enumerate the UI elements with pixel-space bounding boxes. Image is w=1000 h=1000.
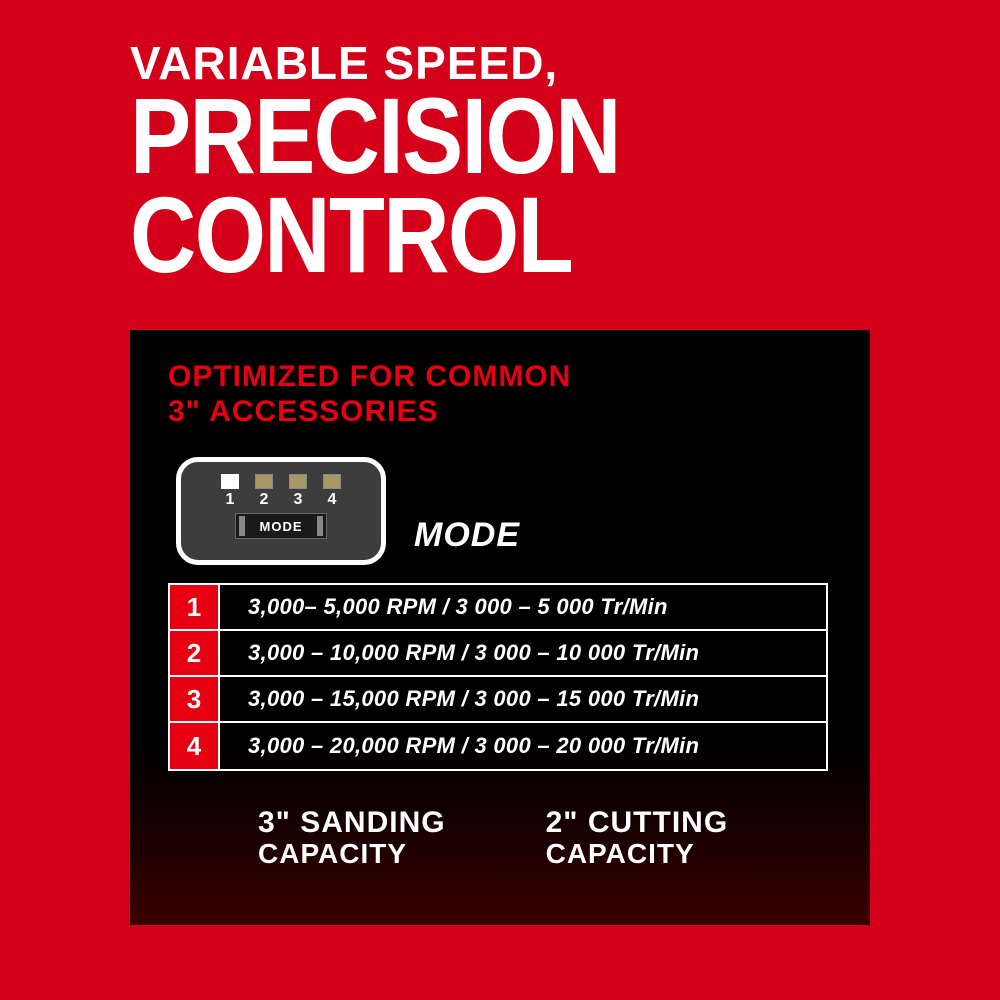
mode-number: 3 [170, 677, 220, 721]
capacity-label: CAPACITY [258, 839, 446, 870]
led-3: 3 [289, 474, 307, 509]
mode-number: 4 [170, 723, 220, 769]
mode-switch-icon: MODE [235, 513, 327, 539]
header-line-2: PRECISION [130, 86, 870, 185]
led-number: 3 [294, 491, 303, 509]
panel-subhead: OPTIMIZED FOR COMMON 3" ACCESSORIES [168, 360, 832, 429]
mode-value: 3,000 – 10,000 RPM / 3 000 – 10 000 Tr/M… [220, 631, 826, 675]
mode-value: 3,000– 5,000 RPM / 3 000 – 5 000 Tr/Min [220, 585, 826, 629]
led-indicator-icon [289, 474, 307, 489]
mode-value: 3,000 – 20,000 RPM / 3 000 – 20 000 Tr/M… [220, 723, 826, 769]
capacity-value: 2" CUTTING [546, 806, 729, 839]
table-row: 4 3,000 – 20,000 RPM / 3 000 – 20 000 Tr… [170, 723, 826, 769]
mode-heading: MODE [414, 516, 520, 555]
table-row: 2 3,000 – 10,000 RPM / 3 000 – 10 000 Tr… [170, 631, 826, 677]
sanding-capacity: 3" SANDING CAPACITY [258, 806, 446, 870]
led-indicator-icon [255, 474, 273, 489]
header-line-3: CONTROL [130, 185, 870, 284]
led-row: 1 2 3 4 [221, 474, 341, 509]
table-row: 1 3,000– 5,000 RPM / 3 000 – 5 000 Tr/Mi… [170, 585, 826, 631]
mode-selector-icon: 1 2 3 4 MODE [176, 457, 386, 565]
led-indicator-icon [323, 474, 341, 489]
capacity-value: 3" SANDING [258, 806, 446, 839]
led-number: 1 [226, 491, 235, 509]
led-2: 2 [255, 474, 273, 509]
led-1: 1 [221, 474, 239, 509]
mode-number: 2 [170, 631, 220, 675]
main-header: VARIABLE SPEED, PRECISION CONTROL [0, 0, 1000, 285]
subhead-line-1: OPTIMIZED FOR COMMON [168, 360, 832, 395]
mode-switch-label: MODE [260, 519, 303, 534]
led-number: 2 [260, 491, 269, 509]
subhead-line-2: 3" ACCESSORIES [168, 395, 832, 430]
cutting-capacity: 2" CUTTING CAPACITY [546, 806, 729, 870]
capacity-row: 3" SANDING CAPACITY 2" CUTTING CAPACITY [168, 806, 832, 870]
mode-selector-row: 1 2 3 4 MODE MODE [176, 457, 832, 565]
info-panel: OPTIMIZED FOR COMMON 3" ACCESSORIES 1 2 … [130, 330, 870, 925]
led-number: 4 [328, 491, 337, 509]
table-row: 3 3,000 – 15,000 RPM / 3 000 – 15 000 Tr… [170, 677, 826, 723]
mode-table: 1 3,000– 5,000 RPM / 3 000 – 5 000 Tr/Mi… [168, 583, 828, 771]
led-indicator-icon [221, 474, 239, 489]
mode-number: 1 [170, 585, 220, 629]
led-4: 4 [323, 474, 341, 509]
mode-value: 3,000 – 15,000 RPM / 3 000 – 15 000 Tr/M… [220, 677, 826, 721]
capacity-label: CAPACITY [546, 839, 729, 870]
